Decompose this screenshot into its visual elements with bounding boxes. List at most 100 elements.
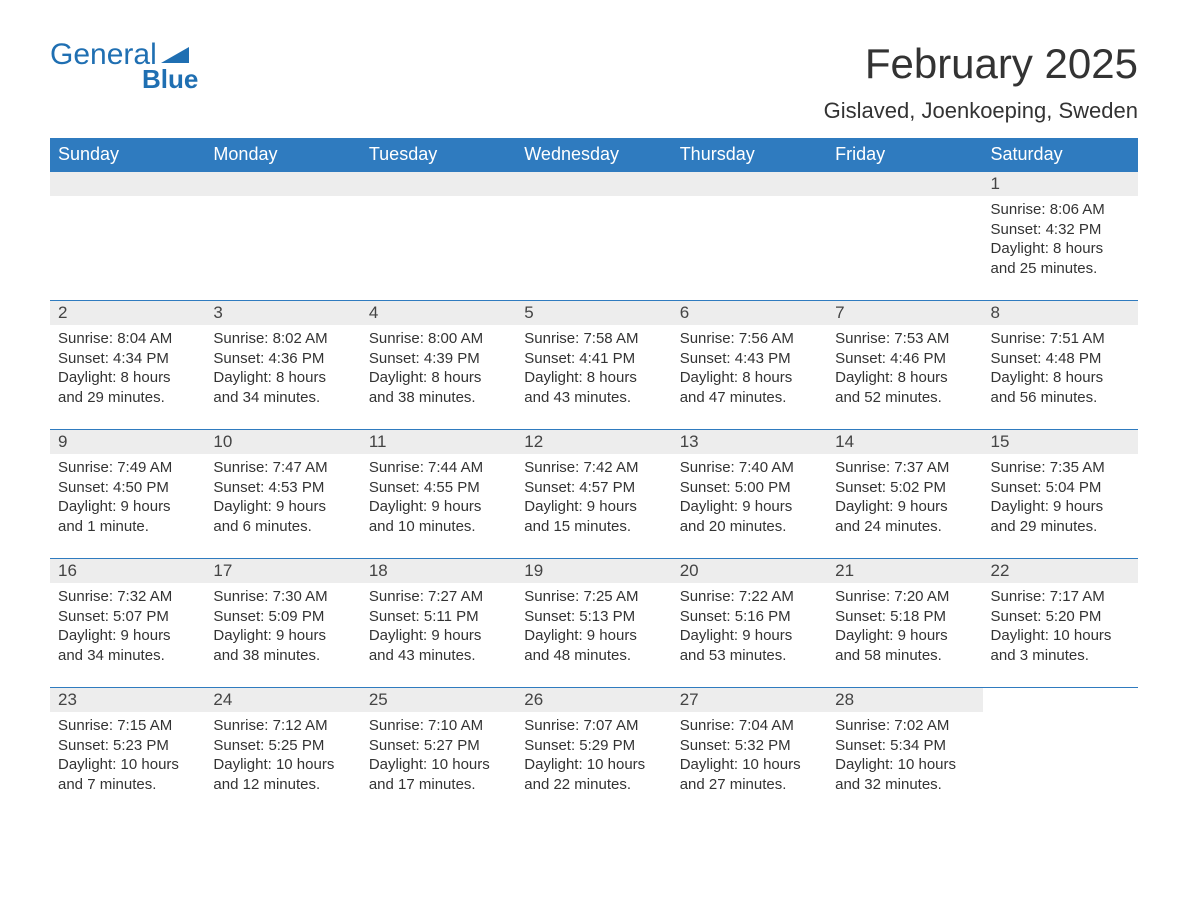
weekday-header: Wednesday <box>516 138 671 172</box>
calendar-cell: 14 Sunrise: 7:37 AMSunset: 5:02 PMDayligh… <box>827 430 982 559</box>
calendar-row: 9 Sunrise: 7:49 AMSunset: 4:50 PMDaylight… <box>50 430 1138 559</box>
calendar-cell: 12 Sunrise: 7:42 AMSunset: 4:57 PMDayligh… <box>516 430 671 559</box>
day-number: 21 <box>827 559 982 583</box>
calendar-cell <box>361 172 516 301</box>
day-number: 7 <box>827 301 982 325</box>
day-details: Sunrise: 7:12 AMSunset: 5:25 PMDaylight:… <box>213 716 352 794</box>
calendar-cell: 19 Sunrise: 7:25 AMSunset: 5:13 PMDayligh… <box>516 559 671 688</box>
day-details: Sunrise: 7:27 AMSunset: 5:11 PMDaylight:… <box>369 587 508 665</box>
day-number: 22 <box>983 559 1138 583</box>
day-details: Sunrise: 7:04 AMSunset: 5:32 PMDaylight:… <box>680 716 819 794</box>
day-details: Sunrise: 7:10 AMSunset: 5:27 PMDaylight:… <box>369 716 508 794</box>
day-details: Sunrise: 7:56 AMSunset: 4:43 PMDaylight:… <box>680 329 819 407</box>
day-details: Sunrise: 7:44 AMSunset: 4:55 PMDaylight:… <box>369 458 508 536</box>
calendar-cell: 5 Sunrise: 7:58 AMSunset: 4:41 PMDaylight… <box>516 301 671 430</box>
weekday-header-row: Sunday Monday Tuesday Wednesday Thursday… <box>50 138 1138 172</box>
day-details: Sunrise: 7:40 AMSunset: 5:00 PMDaylight:… <box>680 458 819 536</box>
day-number: 11 <box>361 430 516 454</box>
day-details: Sunrise: 7:32 AMSunset: 5:07 PMDaylight:… <box>58 587 197 665</box>
day-number: 9 <box>50 430 205 454</box>
day-number: 10 <box>205 430 360 454</box>
day-details: Sunrise: 7:35 AMSunset: 5:04 PMDaylight:… <box>991 458 1130 536</box>
day-number: 12 <box>516 430 671 454</box>
calendar-cell: 11 Sunrise: 7:44 AMSunset: 4:55 PMDayligh… <box>361 430 516 559</box>
calendar-table: Sunday Monday Tuesday Wednesday Thursday… <box>50 138 1138 816</box>
month-title: February 2025 <box>824 40 1138 88</box>
calendar-cell <box>205 172 360 301</box>
calendar-cell: 8 Sunrise: 7:51 AMSunset: 4:48 PMDaylight… <box>983 301 1138 430</box>
calendar-row: 2 Sunrise: 8:04 AMSunset: 4:34 PMDaylight… <box>50 301 1138 430</box>
day-details: Sunrise: 7:17 AMSunset: 5:20 PMDaylight:… <box>991 587 1130 665</box>
day-number: 6 <box>672 301 827 325</box>
calendar-cell: 13Sunrise: 7:40 AMSunset: 5:00 PMDayligh… <box>672 430 827 559</box>
day-details: Sunrise: 7:58 AMSunset: 4:41 PMDaylight:… <box>524 329 663 407</box>
day-details: Sunrise: 8:02 AMSunset: 4:36 PMDaylight:… <box>213 329 352 407</box>
day-details: Sunrise: 7:30 AMSunset: 5:09 PMDaylight:… <box>213 587 352 665</box>
day-details: Sunrise: 7:15 AMSunset: 5:23 PMDaylight:… <box>58 716 197 794</box>
calendar-cell: 22 Sunrise: 7:17 AMSunset: 5:20 PMDayligh… <box>983 559 1138 688</box>
day-details: Sunrise: 7:51 AMSunset: 4:48 PMDaylight:… <box>991 329 1130 407</box>
day-number: 3 <box>205 301 360 325</box>
day-details: Sunrise: 7:02 AMSunset: 5:34 PMDaylight:… <box>835 716 974 794</box>
day-number: 18 <box>361 559 516 583</box>
logo-flag-icon <box>161 45 189 65</box>
day-details: Sunrise: 7:20 AMSunset: 5:18 PMDaylight:… <box>835 587 974 665</box>
day-number: 8 <box>983 301 1138 325</box>
day-number: 2 <box>50 301 205 325</box>
logo: General Blue <box>50 40 198 92</box>
calendar-cell: 4Sunrise: 8:00 AMSunset: 4:39 PMDaylight… <box>361 301 516 430</box>
day-number: 28 <box>827 688 982 712</box>
calendar-cell <box>50 172 205 301</box>
calendar-cell: 15 Sunrise: 7:35 AMSunset: 5:04 PMDayligh… <box>983 430 1138 559</box>
calendar-cell <box>827 172 982 301</box>
calendar-row: 1 Sunrise: 8:06 AMSunset: 4:32 PMDaylight… <box>50 172 1138 301</box>
calendar-cell: 16 Sunrise: 7:32 AMSunset: 5:07 PMDayligh… <box>50 559 205 688</box>
day-number: 25 <box>361 688 516 712</box>
weekday-header: Monday <box>205 138 360 172</box>
day-number: 4 <box>361 301 516 325</box>
weekday-header: Thursday <box>672 138 827 172</box>
day-details: Sunrise: 7:53 AMSunset: 4:46 PMDaylight:… <box>835 329 974 407</box>
day-details: Sunrise: 7:49 AMSunset: 4:50 PMDaylight:… <box>58 458 197 536</box>
calendar-cell: 9 Sunrise: 7:49 AMSunset: 4:50 PMDaylight… <box>50 430 205 559</box>
calendar-cell: 23 Sunrise: 7:15 AMSunset: 5:23 PMDayligh… <box>50 688 205 817</box>
calendar-cell: 26 Sunrise: 7:07 AMSunset: 5:29 PMDayligh… <box>516 688 671 817</box>
calendar-cell: 27 Sunrise: 7:04 AMSunset: 5:32 PMDayligh… <box>672 688 827 817</box>
day-details: Sunrise: 7:07 AMSunset: 5:29 PMDaylight:… <box>524 716 663 794</box>
day-number: 27 <box>672 688 827 712</box>
day-details: Sunrise: 8:04 AMSunset: 4:34 PMDaylight:… <box>58 329 197 407</box>
day-details: Sunrise: 8:06 AMSunset: 4:32 PMDaylight:… <box>991 200 1130 278</box>
location-subtitle: Gislaved, Joenkoeping, Sweden <box>824 98 1138 124</box>
calendar-cell: 2 Sunrise: 8:04 AMSunset: 4:34 PMDaylight… <box>50 301 205 430</box>
calendar-cell: 18 Sunrise: 7:27 AMSunset: 5:11 PMDayligh… <box>361 559 516 688</box>
day-number: 15 <box>983 430 1138 454</box>
day-number: 19 <box>516 559 671 583</box>
day-number: 14 <box>827 430 982 454</box>
day-number: 23 <box>50 688 205 712</box>
weekday-header: Sunday <box>50 138 205 172</box>
calendar-cell: 25 Sunrise: 7:10 AMSunset: 5:27 PMDayligh… <box>361 688 516 817</box>
day-number: 1 <box>983 172 1138 196</box>
day-details: Sunrise: 7:42 AMSunset: 4:57 PMDaylight:… <box>524 458 663 536</box>
calendar-cell: 24 Sunrise: 7:12 AMSunset: 5:25 PMDayligh… <box>205 688 360 817</box>
calendar-row: 16 Sunrise: 7:32 AMSunset: 5:07 PMDayligh… <box>50 559 1138 688</box>
calendar-row: 23 Sunrise: 7:15 AMSunset: 5:23 PMDayligh… <box>50 688 1138 817</box>
calendar-cell <box>672 172 827 301</box>
day-number: 17 <box>205 559 360 583</box>
logo-word-2: Blue <box>142 66 198 92</box>
calendar-cell: 28 Sunrise: 7:02 AMSunset: 5:34 PMDayligh… <box>827 688 982 817</box>
weekday-header: Saturday <box>983 138 1138 172</box>
day-number: 16 <box>50 559 205 583</box>
logo-word-1: General <box>50 40 157 70</box>
calendar-cell: 17 Sunrise: 7:30 AMSunset: 5:09 PMDayligh… <box>205 559 360 688</box>
day-number: 26 <box>516 688 671 712</box>
calendar-cell: 20Sunrise: 7:22 AMSunset: 5:16 PMDayligh… <box>672 559 827 688</box>
day-number: 20 <box>672 559 827 583</box>
day-details: Sunrise: 7:25 AMSunset: 5:13 PMDaylight:… <box>524 587 663 665</box>
day-details: Sunrise: 7:37 AMSunset: 5:02 PMDaylight:… <box>835 458 974 536</box>
day-number: 5 <box>516 301 671 325</box>
weekday-header: Tuesday <box>361 138 516 172</box>
calendar-cell: 3 Sunrise: 8:02 AMSunset: 4:36 PMDaylight… <box>205 301 360 430</box>
day-details: Sunrise: 7:47 AMSunset: 4:53 PMDaylight:… <box>213 458 352 536</box>
day-number: 24 <box>205 688 360 712</box>
